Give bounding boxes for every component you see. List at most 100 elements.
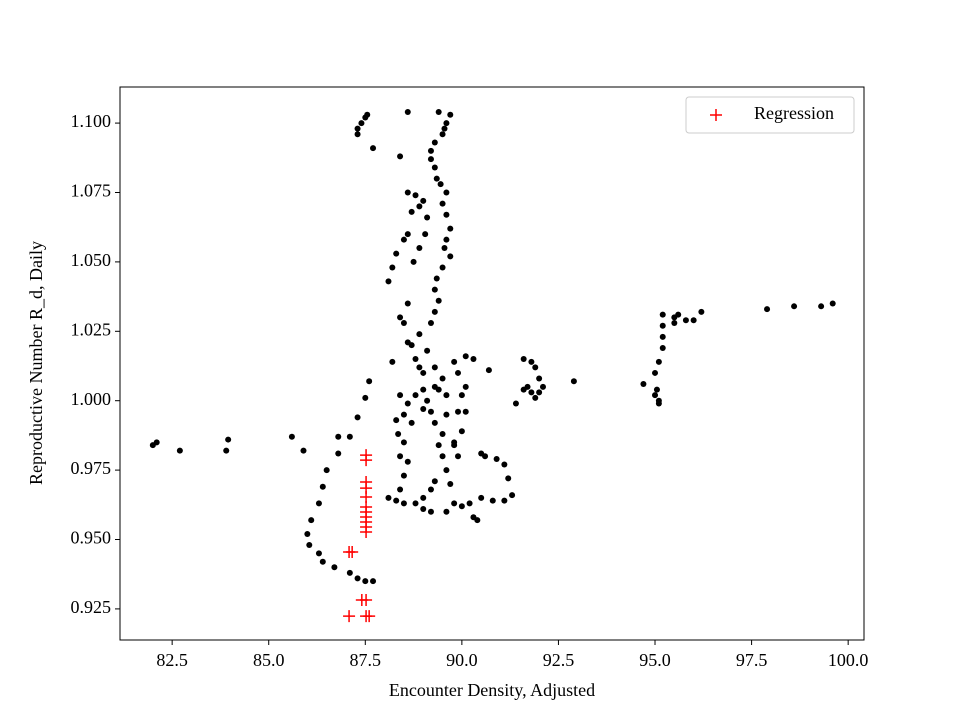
regression-point bbox=[360, 454, 373, 467]
data-point bbox=[404, 458, 411, 465]
x-tick-label: 100.0 bbox=[828, 650, 869, 670]
y-tick-label: 1.100 bbox=[71, 111, 112, 131]
data-point bbox=[431, 139, 438, 146]
data-point bbox=[354, 575, 361, 582]
data-point bbox=[385, 278, 392, 285]
data-point bbox=[435, 297, 442, 304]
data-point bbox=[427, 508, 434, 515]
y-tick-label: 1.025 bbox=[71, 319, 112, 339]
data-point bbox=[791, 303, 798, 310]
data-point bbox=[443, 189, 450, 196]
data-point bbox=[427, 147, 434, 154]
data-point bbox=[570, 378, 577, 385]
data-point bbox=[416, 245, 423, 252]
y-axis-label: Reproductive Number R_d, Daily bbox=[26, 241, 46, 485]
data-point bbox=[397, 486, 404, 493]
data-point bbox=[427, 408, 434, 415]
data-point bbox=[439, 431, 446, 438]
data-point bbox=[439, 200, 446, 207]
data-point bbox=[225, 436, 232, 443]
data-point bbox=[478, 494, 485, 501]
data-point bbox=[400, 472, 407, 479]
data-point bbox=[485, 367, 492, 374]
data-point bbox=[493, 455, 500, 462]
data-point bbox=[698, 308, 705, 315]
data-point bbox=[455, 408, 462, 415]
data-point bbox=[447, 253, 454, 260]
data-point bbox=[470, 356, 477, 363]
data-point bbox=[659, 311, 666, 318]
data-point bbox=[427, 156, 434, 163]
data-point bbox=[640, 381, 647, 388]
data-point bbox=[404, 108, 411, 115]
data-point bbox=[404, 300, 411, 307]
x-tick-label: 92.5 bbox=[543, 650, 575, 670]
data-point bbox=[532, 364, 539, 371]
data-point bbox=[655, 400, 662, 407]
data-point bbox=[447, 111, 454, 118]
regression-point bbox=[363, 610, 376, 623]
data-point bbox=[435, 442, 442, 449]
data-point bbox=[528, 358, 535, 365]
x-axis-label: Encounter Density, Adjusted bbox=[389, 680, 595, 700]
data-point bbox=[652, 392, 659, 399]
x-tick-label: 85.0 bbox=[253, 650, 285, 670]
data-point bbox=[427, 319, 434, 326]
data-point bbox=[306, 542, 313, 549]
legend-label: Regression bbox=[754, 103, 834, 123]
data-point bbox=[431, 164, 438, 171]
data-point bbox=[420, 406, 427, 413]
data-point bbox=[443, 508, 450, 515]
data-point bbox=[427, 486, 434, 493]
data-point bbox=[397, 314, 404, 321]
data-point bbox=[439, 131, 446, 138]
data-point bbox=[412, 356, 419, 363]
data-point bbox=[474, 517, 481, 524]
data-point bbox=[362, 394, 369, 401]
data-point bbox=[400, 319, 407, 326]
regression-point bbox=[343, 610, 356, 623]
data-point bbox=[655, 358, 662, 365]
data-point bbox=[354, 125, 361, 132]
y-tick-label: 1.050 bbox=[71, 250, 112, 270]
data-point bbox=[416, 364, 423, 371]
data-point bbox=[424, 397, 431, 404]
data-point bbox=[431, 286, 438, 293]
data-point bbox=[346, 433, 353, 440]
data-point bbox=[501, 461, 508, 468]
data-point bbox=[420, 505, 427, 512]
data-point bbox=[690, 317, 697, 324]
data-point bbox=[397, 453, 404, 460]
data-point bbox=[433, 275, 440, 282]
data-point bbox=[300, 447, 307, 454]
data-point bbox=[466, 500, 473, 507]
x-tick-label: 97.5 bbox=[736, 650, 768, 670]
data-point bbox=[443, 236, 450, 243]
data-point bbox=[431, 364, 438, 371]
data-point bbox=[435, 386, 442, 393]
data-point bbox=[431, 419, 438, 426]
y-tick-label: 0.975 bbox=[71, 458, 112, 478]
data-point bbox=[385, 494, 392, 501]
data-point bbox=[288, 433, 295, 440]
y-tick-label: 0.950 bbox=[71, 528, 112, 548]
data-point bbox=[420, 369, 427, 376]
data-point bbox=[435, 108, 442, 115]
data-point bbox=[520, 356, 527, 363]
data-point bbox=[437, 181, 444, 188]
data-point bbox=[395, 431, 402, 438]
data-point bbox=[431, 478, 438, 485]
x-tick-label: 82.5 bbox=[156, 650, 188, 670]
data-point bbox=[443, 467, 450, 474]
plot-frame bbox=[119, 86, 865, 641]
data-point bbox=[652, 369, 659, 376]
data-point bbox=[319, 483, 326, 490]
data-point bbox=[319, 558, 326, 565]
data-point bbox=[412, 392, 419, 399]
data-point bbox=[818, 303, 825, 310]
data-point bbox=[528, 389, 535, 396]
y-tick-label: 0.925 bbox=[71, 597, 112, 617]
data-point bbox=[682, 317, 689, 324]
data-point bbox=[408, 208, 415, 215]
